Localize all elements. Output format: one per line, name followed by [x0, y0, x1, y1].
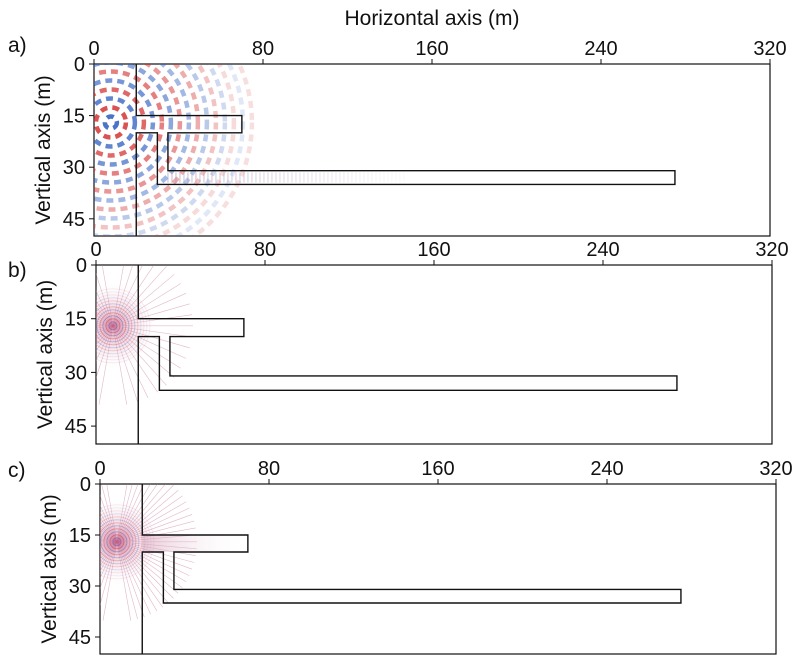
panel-letter: c)	[8, 459, 26, 482]
model-boundary	[137, 265, 678, 444]
x-tick-label: 80	[252, 38, 274, 60]
x-tick-label: 160	[417, 239, 450, 261]
panel-c: c) 0 80 160 240 320 0 15 30 45 Vertical axis (m)	[8, 458, 793, 655]
x-tick-label: 0	[90, 239, 101, 261]
y-axis-title: Vertical axis (m)	[34, 280, 57, 429]
x-tick-label: 0	[88, 38, 99, 60]
y-tick-label: 45	[63, 209, 85, 231]
panel-a: a) 0 80 160 240 320 0 15 30 45 Vertical axis (m)	[8, 34, 787, 237]
model-boundary	[141, 484, 682, 654]
plot-frame	[99, 483, 777, 655]
y-tick-label: 0	[80, 474, 91, 496]
y-tick-label: 45	[69, 627, 91, 649]
wavefield	[96, 265, 193, 405]
plot-frame	[95, 264, 773, 445]
x-axis-title: Horizontal axis (m)	[344, 7, 519, 30]
panel-letter: b)	[8, 259, 27, 282]
x-tick-label: 80	[258, 458, 280, 480]
y-axis-title: Vertical axis (m)	[38, 494, 61, 643]
y-tick-label: 15	[69, 525, 91, 547]
x-tick-label: 80	[254, 239, 276, 261]
x-tick-label: 320	[753, 38, 786, 60]
y-tick-label: 15	[63, 106, 85, 128]
plot-frame	[93, 63, 771, 237]
x-tick-label: 240	[586, 239, 619, 261]
x-tick-label: 240	[590, 458, 623, 480]
y-tick-label: 30	[69, 576, 91, 598]
x-tick-label: 320	[755, 239, 788, 261]
y-tick-label: 30	[65, 362, 87, 384]
y-tick-label: 45	[65, 416, 87, 438]
y-tick-label: 15	[65, 309, 87, 331]
x-tick-label: 0	[94, 458, 105, 480]
panel-b: b) 0 80 160 240 320 0 15 30 45 Vertical axis (m)	[8, 239, 789, 445]
model-boundary	[135, 64, 676, 236]
x-tick-label: 240	[584, 38, 617, 60]
y-tick-label: 30	[63, 157, 85, 179]
wavefield	[94, 64, 405, 236]
x-tick-label: 160	[415, 38, 448, 60]
x-tick-label: 160	[421, 458, 454, 480]
y-axis-title: Vertical axis (m)	[32, 75, 55, 224]
y-tick-label: 0	[74, 54, 85, 76]
x-tick-label: 320	[759, 458, 792, 480]
panel-letter: a)	[8, 34, 27, 57]
y-tick-label: 0	[76, 255, 87, 277]
